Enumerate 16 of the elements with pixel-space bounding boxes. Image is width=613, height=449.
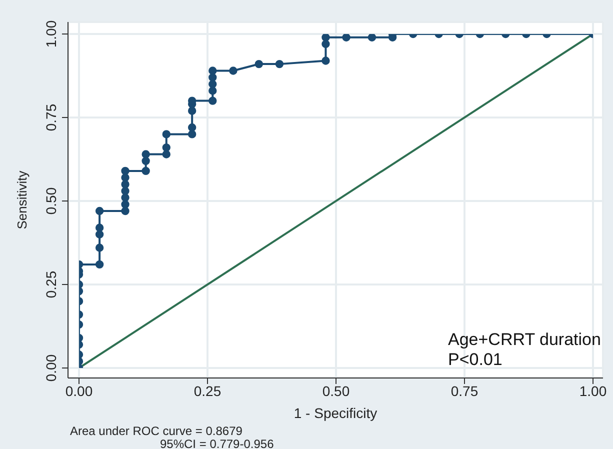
x-tick-label: 0.75	[450, 382, 478, 399]
y-tick-label: 1.00	[43, 20, 59, 48]
annotation: P<0.01	[448, 350, 502, 370]
x-tick-label: 1.00	[579, 382, 607, 399]
x-tick-label: 0.25	[194, 382, 222, 399]
annotation: Age+CRRT duration	[448, 330, 601, 350]
text: Area under ROC curve = 0.8679	[70, 424, 242, 438]
text: 95%CI = 0.779-0.956	[160, 437, 274, 449]
x-axis-title: 1 - Specificity	[294, 405, 378, 421]
y-tick-label: 0.50	[43, 187, 59, 215]
y-axis-title: Sensitivity	[14, 170, 30, 230]
x-tick-label: 0.00	[65, 382, 93, 399]
y-tick-label: 0.00	[43, 354, 59, 382]
y-tick-label: 0.75	[43, 104, 59, 132]
y-tick-label: 0.25	[43, 270, 59, 298]
x-tick-label: 0.50	[322, 382, 350, 399]
